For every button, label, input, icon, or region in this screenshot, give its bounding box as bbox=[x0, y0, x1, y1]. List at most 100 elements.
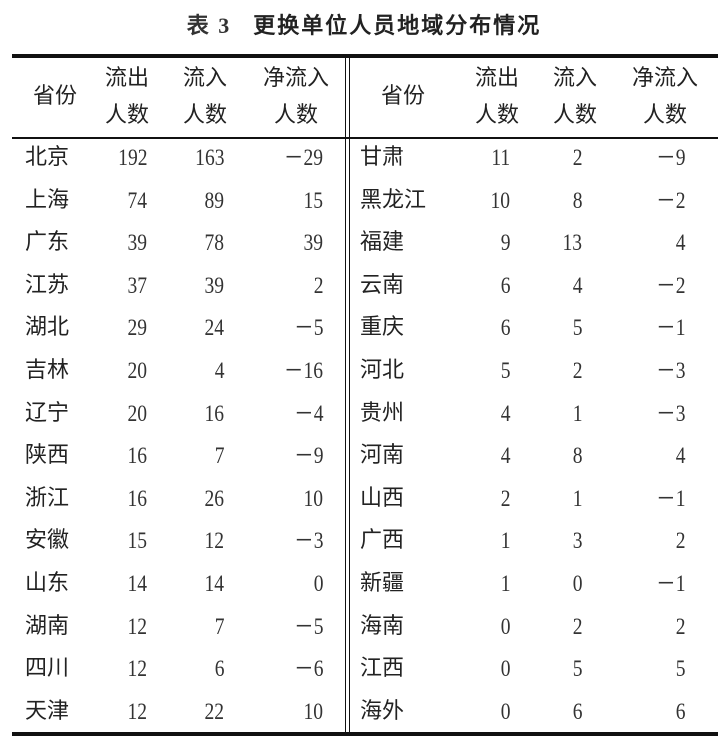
outflow-cell: 192 bbox=[117, 145, 147, 170]
inflow-cell: 6 bbox=[214, 656, 224, 682]
header-province: 省份 bbox=[32, 84, 77, 109]
outflow-cell: 12 bbox=[127, 656, 147, 682]
net-inflow-cell: 39 bbox=[303, 230, 323, 256]
province-cell: 黑龙江 bbox=[360, 187, 427, 213]
net-inflow-cell: －5 bbox=[293, 315, 323, 341]
outflow-cell: 10 bbox=[490, 187, 510, 213]
province-cell: 河南 bbox=[360, 443, 405, 469]
inflow-cell: 13 bbox=[562, 230, 582, 256]
inflow-cell: 26 bbox=[204, 485, 224, 511]
net-inflow-cell: －9 bbox=[293, 443, 323, 469]
outflow-cell: 39 bbox=[127, 230, 147, 256]
header-inflow: 人数 bbox=[552, 103, 597, 128]
province-cell: 福建 bbox=[360, 230, 405, 256]
inflow-cell: 12 bbox=[204, 528, 224, 554]
inflow-cell: 2 bbox=[572, 145, 582, 170]
province-cell: 河北 bbox=[360, 358, 405, 383]
inflow-cell: 1 bbox=[572, 400, 582, 426]
net-inflow-cell: －2 bbox=[655, 187, 685, 213]
net-inflow-cell: 10 bbox=[303, 485, 323, 511]
outflow-cell: 14 bbox=[127, 571, 147, 596]
outflow-cell: 15 bbox=[127, 528, 147, 554]
outflow-cell: 12 bbox=[127, 698, 147, 724]
province-cell: 海南 bbox=[360, 613, 405, 639]
outflow-cell: 2 bbox=[500, 485, 510, 511]
net-inflow-cell: 6 bbox=[675, 698, 685, 724]
net-inflow-cell: －1 bbox=[655, 485, 685, 511]
net-inflow-cell: 2 bbox=[675, 528, 685, 554]
net-inflow-cell: 0 bbox=[313, 571, 323, 596]
province-cell: 吉林 bbox=[25, 358, 70, 383]
header-net: 净流入 bbox=[262, 66, 329, 91]
province-cell: 浙江 bbox=[25, 485, 70, 511]
inflow-cell: 7 bbox=[214, 443, 224, 469]
table-caption: 更换单位人员地域分布情况 bbox=[253, 13, 542, 39]
table-number: 表 3 bbox=[186, 13, 232, 38]
net-inflow-cell: 2 bbox=[313, 272, 323, 298]
outflow-cell: 1 bbox=[500, 571, 510, 596]
outflow-cell: 12 bbox=[127, 613, 147, 639]
header-outflow: 流出 bbox=[104, 66, 149, 91]
province-cell: 海外 bbox=[360, 698, 405, 724]
province-cell: 广东 bbox=[25, 230, 70, 256]
inflow-cell: 16 bbox=[204, 400, 224, 426]
header-inflow: 流入 bbox=[182, 66, 227, 91]
outflow-cell: 11 bbox=[491, 145, 510, 170]
inflow-cell: 39 bbox=[204, 272, 224, 298]
net-inflow-cell: 2 bbox=[675, 613, 685, 639]
inflow-cell: 89 bbox=[204, 187, 224, 213]
header-inflow: 人数 bbox=[182, 103, 227, 128]
province-cell: 陕西 bbox=[25, 443, 70, 469]
inflow-cell: 22 bbox=[204, 698, 224, 724]
inflow-cell: 2 bbox=[572, 613, 582, 639]
province-cell: 天津 bbox=[25, 698, 70, 724]
province-cell: 湖南 bbox=[25, 613, 70, 639]
header-inflow: 流入 bbox=[552, 66, 597, 91]
inflow-cell: 7 bbox=[214, 613, 224, 639]
inflow-cell: 4 bbox=[572, 272, 582, 298]
outflow-cell: 1 bbox=[500, 528, 510, 554]
column-divider bbox=[349, 56, 351, 734]
province-cell: 新疆 bbox=[360, 571, 405, 596]
header-net: 人数 bbox=[273, 103, 318, 128]
header-outflow: 人数 bbox=[104, 103, 149, 128]
inflow-cell: 5 bbox=[572, 656, 582, 682]
province-cell: 山西 bbox=[360, 485, 405, 511]
inflow-cell: 24 bbox=[204, 315, 224, 341]
inflow-cell: 1 bbox=[572, 485, 582, 511]
outflow-cell: 4 bbox=[500, 443, 510, 469]
province-cell: 安徽 bbox=[25, 528, 70, 554]
outflow-cell: 9 bbox=[500, 230, 510, 256]
header-province: 省份 bbox=[380, 84, 425, 109]
province-cell: 辽宁 bbox=[25, 400, 70, 426]
header-outflow: 人数 bbox=[474, 103, 519, 128]
inflow-cell: 5 bbox=[572, 315, 582, 341]
outflow-cell: 0 bbox=[500, 613, 510, 639]
net-inflow-cell: 10 bbox=[303, 698, 323, 724]
inflow-cell: 3 bbox=[572, 528, 582, 554]
column-divider bbox=[345, 56, 347, 734]
table-title: 表 3 更换单位人员地域分布情况 bbox=[0, 8, 728, 40]
header-net: 净流入 bbox=[631, 66, 698, 91]
top-rule bbox=[12, 54, 718, 58]
province-cell: 云南 bbox=[360, 272, 405, 298]
net-inflow-cell: －9 bbox=[655, 145, 685, 170]
bottom-rule bbox=[12, 732, 718, 736]
outflow-cell: 29 bbox=[127, 315, 147, 341]
inflow-cell: 8 bbox=[572, 187, 582, 213]
province-cell: 贵州 bbox=[360, 400, 405, 426]
net-inflow-cell: －5 bbox=[293, 613, 323, 639]
outflow-cell: 6 bbox=[500, 315, 510, 341]
header-net: 人数 bbox=[642, 103, 687, 128]
outflow-cell: 20 bbox=[127, 358, 147, 383]
outflow-cell: 74 bbox=[127, 187, 147, 213]
net-inflow-cell: －29 bbox=[283, 145, 323, 170]
outflow-cell: 5 bbox=[500, 358, 510, 383]
inflow-cell: 78 bbox=[204, 230, 224, 256]
net-inflow-cell: －3 bbox=[293, 528, 323, 554]
net-inflow-cell: 5 bbox=[675, 656, 685, 682]
net-inflow-cell: －3 bbox=[655, 400, 685, 426]
net-inflow-cell: 4 bbox=[675, 443, 685, 469]
net-inflow-cell: 4 bbox=[675, 230, 685, 256]
outflow-cell: 20 bbox=[127, 400, 147, 426]
